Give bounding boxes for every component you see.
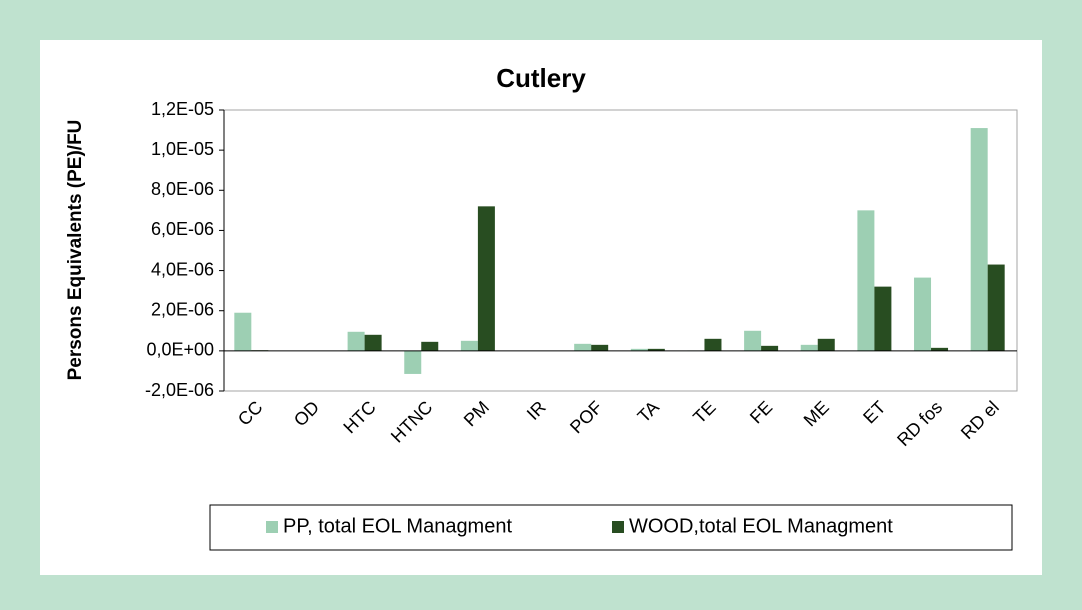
bar (364, 334, 382, 351)
bar (970, 128, 988, 351)
bar (347, 331, 365, 351)
y-tick-label: 0,0E+00 (146, 340, 214, 360)
bar (704, 338, 722, 351)
y-axis-label: Persons Equivalents (PE)/FU (65, 120, 86, 381)
legend-swatch (266, 521, 278, 533)
bar (744, 330, 762, 351)
y-tick-label: 2,0E-06 (151, 299, 214, 319)
bar (817, 338, 835, 351)
bar (630, 348, 648, 351)
legend-box (209, 504, 1013, 551)
y-tick-label: 6,0E-06 (151, 219, 214, 239)
bar (591, 344, 609, 351)
bar (987, 264, 1005, 351)
y-tick-label: 8,0E-06 (151, 179, 214, 199)
legend-label: PP, total EOL Managment (283, 515, 512, 537)
bar (761, 345, 779, 351)
bar (914, 277, 932, 351)
chart-title: Cutlery (496, 63, 586, 93)
legend-swatch (612, 521, 624, 533)
bar (477, 206, 495, 351)
bar (874, 286, 892, 351)
bar (857, 210, 875, 351)
bar (931, 347, 949, 351)
bar (460, 340, 478, 351)
bar (574, 343, 592, 351)
y-tick-label: 4,0E-06 (151, 259, 214, 279)
bar (647, 348, 665, 351)
y-tick-label: 1,2E-05 (151, 99, 214, 119)
bar (404, 350, 422, 374)
y-tick-label: -2,0E-06 (145, 380, 214, 400)
bar (421, 341, 439, 351)
bar (800, 344, 818, 351)
bar (234, 312, 252, 351)
y-tick-label: 1,0E-05 (151, 139, 214, 159)
legend-label: WOOD,total EOL Managment (629, 515, 893, 537)
